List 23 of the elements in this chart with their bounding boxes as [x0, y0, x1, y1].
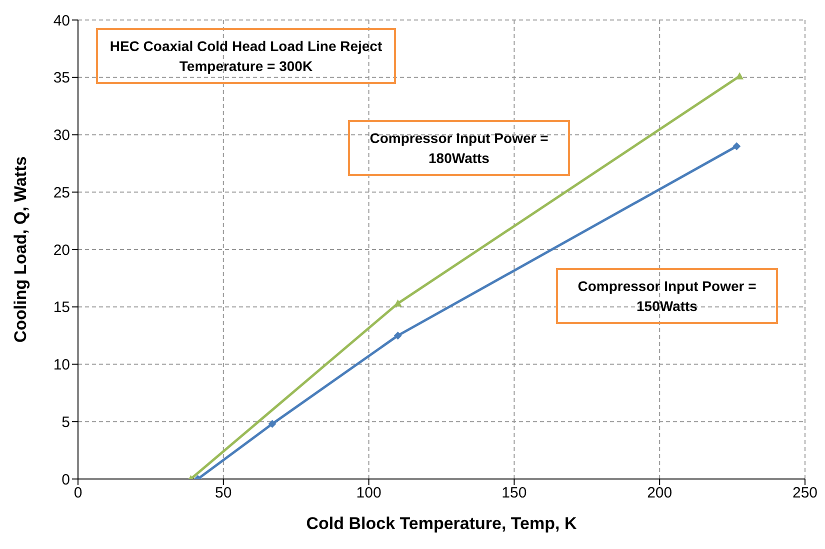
x-tick-label: 50 [215, 484, 232, 502]
point [394, 332, 402, 340]
x-axis-title: Cold Block Temperature, Temp, K [306, 514, 578, 533]
x-tick-label: 200 [647, 484, 672, 502]
y-tick-label: 30 [53, 127, 70, 144]
y-tick-label: 25 [53, 184, 70, 202]
y-tick-label: 15 [53, 299, 70, 316]
annotation: Compressor Input Power = 180Watts [348, 120, 570, 176]
y-tick-label: 0 [62, 471, 70, 488]
annotation: HEC Coaxial Cold Head Load Line Reject Temperature = 300K [96, 28, 396, 84]
x-tick-label: 100 [356, 484, 382, 502]
y-tick-label: 5 [62, 414, 70, 431]
point [268, 420, 276, 428]
y-axis-title: Cooling Load, Q, Watts [11, 156, 30, 343]
point [732, 142, 741, 150]
x-tick-label: 150 [502, 484, 527, 502]
y-tick-label: 35 [53, 70, 70, 87]
x-tick-label: 0 [74, 484, 82, 502]
y-tick-label: 20 [53, 242, 70, 259]
y-tick-label: 10 [53, 356, 70, 374]
annotation: Compressor Input Power = 150Watts [556, 268, 778, 324]
x-tick-label: 250 [792, 484, 818, 502]
y-tick-label: 40 [53, 12, 70, 30]
